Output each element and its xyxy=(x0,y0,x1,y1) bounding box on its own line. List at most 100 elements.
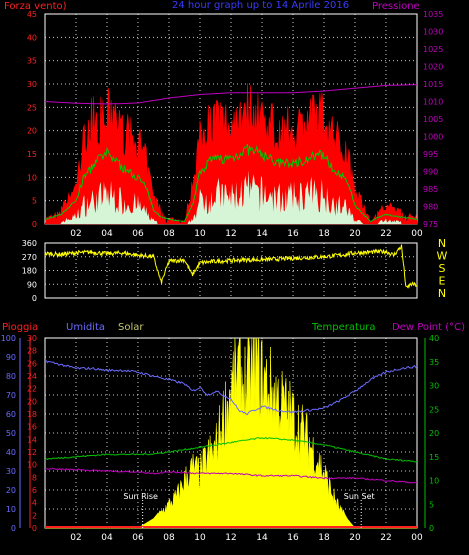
pressure-y-tick: 1020 xyxy=(423,63,443,72)
temperature-line xyxy=(44,436,418,463)
humidity-y-tick: 90 xyxy=(6,353,16,362)
wind-panel-x-tick: 08 xyxy=(163,229,175,239)
climate-panel-x-tick: 22 xyxy=(380,533,391,543)
temperature-y-tick: 20 xyxy=(429,429,439,438)
humidity-y-tick: 30 xyxy=(6,467,16,476)
temperature-y-tick: 30 xyxy=(429,382,439,391)
temperature-y-tick: 40 xyxy=(429,334,439,343)
pressure-y-tick: 1035 xyxy=(423,10,443,19)
temperature-y-tick: 15 xyxy=(429,453,439,462)
climate-panel-x-tick: 14 xyxy=(256,533,268,543)
plot-root: 02 04 06 08 10 12 14 16 18 20 22 000510152025303540… xyxy=(1,10,448,543)
climate-panel-x-tick: 00 xyxy=(411,533,423,543)
rain-y-tick: 14 xyxy=(27,435,37,444)
temperature-y-tick: 35 xyxy=(429,358,439,367)
wind-y-tick: 25 xyxy=(27,103,37,112)
humidity-line xyxy=(44,360,418,416)
pressure-y-tick: 1015 xyxy=(423,80,443,89)
temperature-y-tick: 5 xyxy=(429,500,434,509)
pressure-y-tick: 990 xyxy=(423,168,438,177)
wind-y-tick: 30 xyxy=(27,80,37,89)
sunrise-label: Sun Rise xyxy=(123,492,158,501)
humidity-label: Umidita xyxy=(66,322,105,333)
rain-y-tick: 30 xyxy=(27,334,37,343)
rain-y-tick: 2 xyxy=(32,511,37,520)
pressure-y-tick: 1010 xyxy=(423,98,443,107)
humidity-y-tick: 0 xyxy=(11,524,16,533)
direction-y-tick: 360 xyxy=(22,239,37,248)
rain-y-tick: 26 xyxy=(27,359,37,368)
humidity-y-tick: 100 xyxy=(1,334,16,343)
climate-panel-x-tick: 04 xyxy=(101,533,113,543)
direction-y-tick: 270 xyxy=(22,253,37,262)
climate-panel-x-tick: 16 xyxy=(287,533,299,543)
wind-panel-x-tick: 04 xyxy=(101,229,113,239)
rain-y-tick: 6 xyxy=(32,486,37,495)
wind-panel-x-tick: 00 xyxy=(411,229,423,239)
dew-point-line xyxy=(44,467,418,484)
climate-panel-x-tick: 20 xyxy=(349,533,361,543)
rain-y-tick: 28 xyxy=(27,347,37,356)
wind-direction-line xyxy=(44,244,418,289)
sunset-label: Sun Set xyxy=(344,492,375,501)
wind-panel-x-tick: 14 xyxy=(256,229,268,239)
humidity-y-tick: 60 xyxy=(6,410,16,419)
compass-letter: E xyxy=(439,275,446,288)
wind-panel-x-tick: 16 xyxy=(287,229,299,239)
chart-title: 24 hour graph up to 14 Aprile 2016 xyxy=(172,0,349,11)
pressure-y-tick: 1030 xyxy=(423,28,443,37)
pressure-y-tick: 980 xyxy=(423,203,438,212)
wind-y-tick: 0 xyxy=(32,220,37,229)
temperature-y-tick: 0 xyxy=(429,524,434,533)
climate-panel-x-tick: 08 xyxy=(163,533,175,543)
compass-letter: N xyxy=(438,287,446,300)
pressure-y-tick: 1000 xyxy=(423,133,443,142)
wind-y-tick: 5 xyxy=(32,197,37,206)
pressure-axis-title: Pressione xyxy=(372,1,420,12)
direction-y-tick: 90 xyxy=(27,280,37,289)
wind-y-tick: 20 xyxy=(27,127,37,136)
solar-label: Solar xyxy=(118,322,144,333)
wind-max-area xyxy=(44,83,418,225)
wind-panel-x-tick: 10 xyxy=(194,229,206,239)
rain-y-tick: 24 xyxy=(27,372,37,381)
rain-y-tick: 16 xyxy=(27,423,37,432)
climate-panel-x-tick: 10 xyxy=(194,533,206,543)
humidity-y-tick: 10 xyxy=(6,505,16,514)
temperature-label: Temperatura xyxy=(311,322,376,333)
wind-axis-title: Forza vento) xyxy=(4,1,67,12)
pressure-line xyxy=(44,84,417,105)
rain-y-tick: 18 xyxy=(27,410,37,419)
rain-y-tick: 22 xyxy=(27,385,37,394)
compass-letter: N xyxy=(438,237,446,250)
compass-letter: S xyxy=(439,262,446,275)
rain-label: Pioggia xyxy=(2,322,38,333)
rain-y-tick: 8 xyxy=(32,473,37,482)
rain-y-tick: 0 xyxy=(32,524,37,533)
pressure-y-tick: 995 xyxy=(423,150,438,159)
humidity-y-tick: 80 xyxy=(6,372,16,381)
pressure-y-tick: 1005 xyxy=(423,115,443,124)
climate-panel-x-tick: 06 xyxy=(132,533,144,543)
wind-y-tick: 45 xyxy=(27,10,37,19)
wind-y-tick: 15 xyxy=(27,150,37,159)
humidity-y-tick: 40 xyxy=(6,448,16,457)
humidity-y-tick: 70 xyxy=(6,391,16,400)
temperature-y-tick: 10 xyxy=(429,477,439,486)
humidity-y-tick: 50 xyxy=(6,429,16,438)
wind-y-tick: 35 xyxy=(27,57,37,66)
wind-panel-x-tick: 12 xyxy=(225,229,236,239)
rain-y-tick: 4 xyxy=(32,499,37,508)
wind-min-area xyxy=(45,170,417,224)
wind-panel-x-tick: 22 xyxy=(380,229,391,239)
rain-y-tick: 10 xyxy=(27,461,37,470)
wind-avg-line xyxy=(44,143,418,223)
direction-y-tick: 180 xyxy=(22,267,37,276)
climate-panel-x-tick: 02 xyxy=(70,533,81,543)
compass-letter: W xyxy=(437,250,448,263)
humidity-y-tick: 20 xyxy=(6,486,16,495)
wind-panel-x-tick: 06 xyxy=(132,229,144,239)
temperature-y-tick: 25 xyxy=(429,405,439,414)
climate-panel-x-tick: 18 xyxy=(318,533,330,543)
